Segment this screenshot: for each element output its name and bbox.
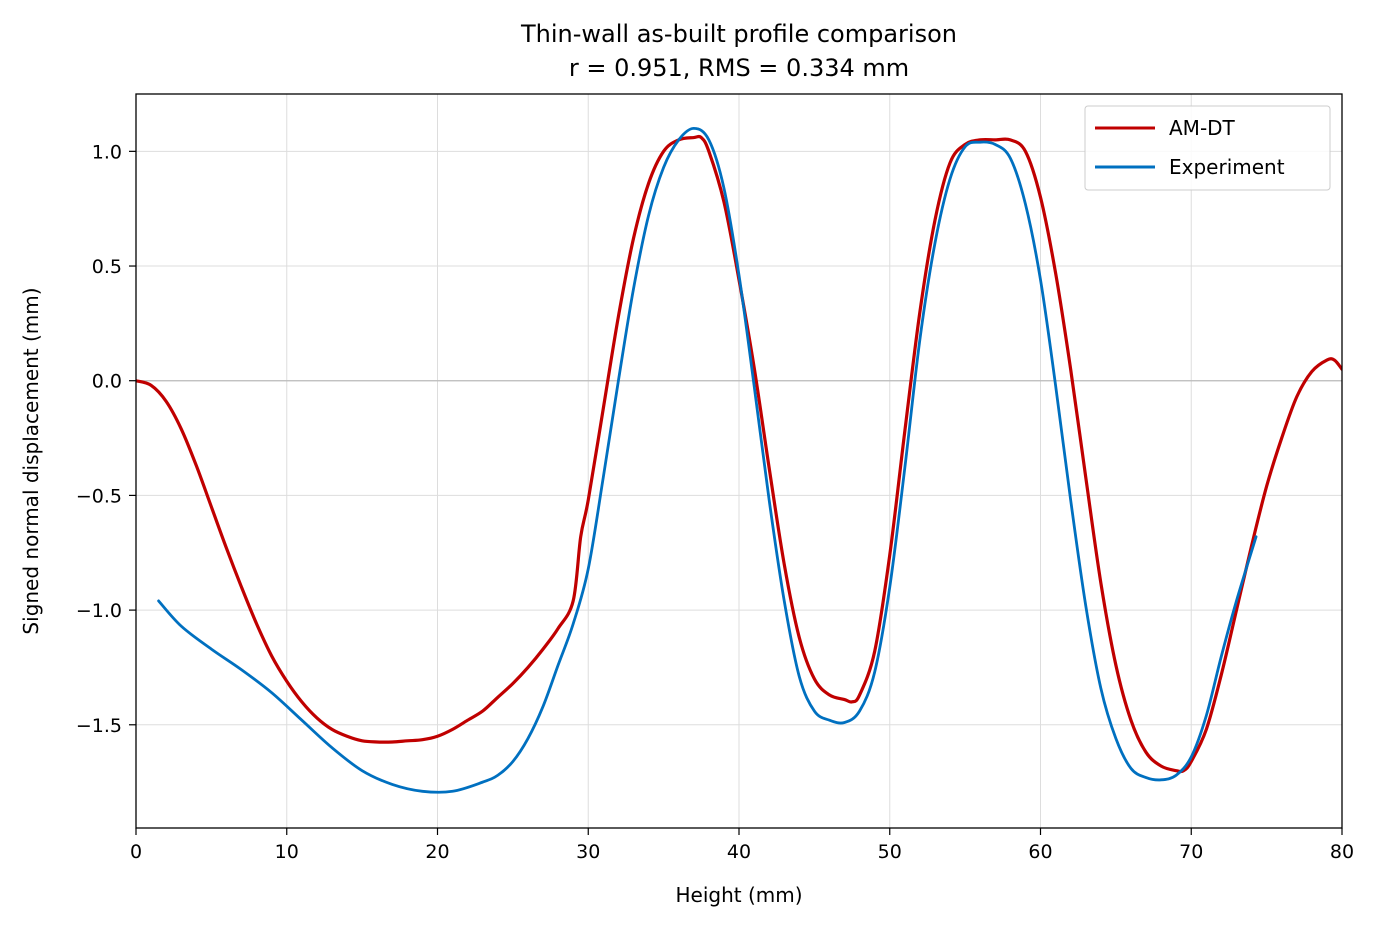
chart-title: Thin-wall as-built profile comparison	[520, 20, 957, 48]
x-axis-title: Height (mm)	[675, 883, 802, 907]
x-tick-label: 40	[727, 841, 751, 863]
x-tick-label: 20	[425, 841, 449, 863]
legend-label-experiment: Experiment	[1169, 155, 1285, 179]
x-tick-label: 30	[576, 841, 600, 863]
series-line-experiment	[157, 127, 1258, 794]
x-tick-label: 70	[1179, 841, 1203, 863]
series-line-am-dt	[136, 134, 1342, 774]
x-axis-ticks: 0 10 20 30 40 50 60 70 80	[130, 828, 1354, 863]
y-axis-ticks: 1.0 0.5 0.0 −0.5 −1.0 −1.5	[76, 141, 136, 737]
y-tick-label: 0.0	[92, 371, 122, 393]
x-tick-label: 60	[1028, 841, 1052, 863]
legend: AM-DT Experiment	[1084, 105, 1331, 191]
legend-label-am-dt: AM-DT	[1169, 116, 1236, 140]
y-tick-label: 1.0	[92, 141, 122, 163]
chart-subtitle: r = 0.951, RMS = 0.334 mm	[569, 54, 909, 82]
y-axis-title: Signed normal displacement (mm)	[19, 287, 43, 634]
series-lines	[136, 127, 1342, 794]
x-tick-label: 10	[275, 841, 299, 863]
y-tick-label: 0.5	[92, 256, 122, 278]
x-tick-label: 80	[1330, 841, 1354, 863]
y-tick-label: −0.5	[76, 485, 122, 507]
x-tick-label: 0	[130, 841, 142, 863]
y-tick-label: −1.0	[76, 600, 122, 622]
y-tick-label: −1.5	[76, 715, 122, 737]
x-tick-label: 50	[878, 841, 902, 863]
